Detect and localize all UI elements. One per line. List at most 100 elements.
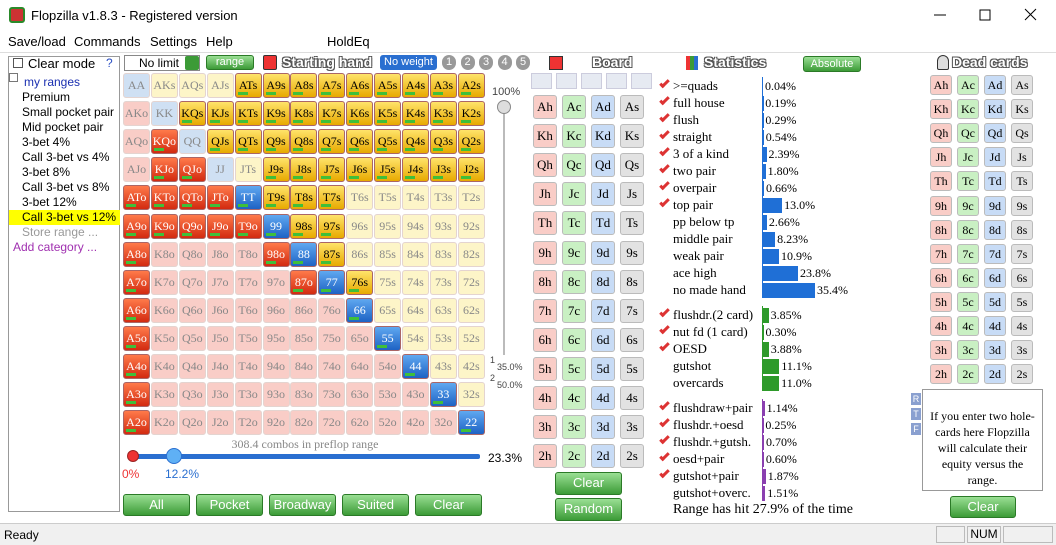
dead-card[interactable]: 6h bbox=[930, 267, 952, 288]
hand-cell[interactable]: 74o bbox=[318, 354, 346, 379]
board-card[interactable]: Ts bbox=[620, 211, 644, 236]
dead-card[interactable]: 5h bbox=[930, 291, 952, 312]
hand-cell[interactable]: 85o bbox=[290, 325, 318, 351]
hand-cell[interactable]: K5o bbox=[150, 325, 178, 351]
hand-cell[interactable]: T3o bbox=[234, 382, 262, 408]
board-card[interactable]: 8s bbox=[620, 269, 644, 294]
dead-card[interactable]: 2c bbox=[957, 364, 979, 385]
hand-cell[interactable]: 62s bbox=[457, 297, 485, 323]
board-card[interactable]: 5h bbox=[533, 356, 557, 381]
hand-cell[interactable]: 93s bbox=[429, 213, 457, 239]
hand-cell[interactable]: 62o bbox=[346, 410, 374, 436]
hand-cell[interactable]: 32s bbox=[457, 382, 485, 408]
board-card[interactable]: Qd bbox=[591, 153, 615, 178]
board-slot[interactable] bbox=[556, 73, 577, 89]
dead-card[interactable]: 6d bbox=[984, 267, 1006, 288]
hand-cell[interactable]: AJs bbox=[206, 73, 234, 98]
hand-cell[interactable]: 63o bbox=[346, 382, 374, 408]
weight-slot[interactable]: 4 bbox=[497, 55, 512, 70]
hand-cell[interactable]: 42o bbox=[402, 410, 429, 436]
dead-clear-button[interactable]: Clear bbox=[950, 496, 1016, 518]
weight-slot[interactable]: 5 bbox=[516, 55, 530, 70]
hand-cell[interactable]: T3s bbox=[429, 185, 457, 211]
hand-cell[interactable]: 82o bbox=[290, 410, 318, 436]
add-category[interactable]: Add category ... bbox=[13, 240, 98, 254]
hand-cell[interactable]: 96s bbox=[346, 213, 374, 239]
hand-cell[interactable]: 73o bbox=[318, 382, 346, 408]
board-card[interactable]: Kd bbox=[591, 124, 615, 149]
grid-button[interactable]: Pocket bbox=[196, 494, 263, 516]
range-item[interactable]: Premium bbox=[22, 90, 71, 104]
hand-cell[interactable]: A9o bbox=[123, 213, 150, 239]
board-card[interactable]: 6s bbox=[620, 327, 644, 352]
side-letter[interactable]: R bbox=[911, 393, 921, 405]
hand-cell[interactable]: 95o bbox=[262, 325, 290, 351]
hand-cell[interactable]: 96o bbox=[262, 297, 290, 323]
hand-cell[interactable]: Q8o bbox=[178, 241, 206, 267]
menu-item[interactable]: Help bbox=[206, 34, 233, 49]
hand-cell[interactable]: T4s bbox=[402, 185, 429, 211]
hand-cell[interactable]: Q7o bbox=[178, 269, 206, 295]
hand-cell[interactable]: 92s bbox=[457, 213, 485, 239]
board-card[interactable]: 9h bbox=[533, 240, 557, 265]
board-card[interactable]: Th bbox=[533, 211, 557, 236]
range-item[interactable]: Mid pocket pair bbox=[22, 120, 104, 134]
store-range[interactable]: Store range ... bbox=[22, 225, 99, 239]
hand-cell[interactable]: A6s bbox=[346, 73, 374, 98]
hand-cell[interactable]: 75s bbox=[374, 269, 402, 295]
menu-item[interactable]: HoldEq bbox=[327, 34, 370, 49]
limit-dropdown[interactable]: No limit bbox=[124, 55, 200, 71]
hand-cell[interactable]: 86s bbox=[346, 241, 374, 267]
board-card[interactable]: 2d bbox=[591, 444, 615, 469]
hand-cell[interactable]: 22 bbox=[457, 410, 485, 436]
board-card[interactable]: 8d bbox=[591, 269, 615, 294]
hand-cell[interactable]: T8o bbox=[234, 241, 262, 267]
hand-cell[interactable]: 63s bbox=[429, 297, 457, 323]
board-slot[interactable] bbox=[531, 73, 552, 89]
hand-cell[interactable]: 84o bbox=[290, 354, 318, 379]
absolute-button[interactable]: Absolute bbox=[803, 56, 861, 72]
board-card[interactable]: 6d bbox=[591, 327, 615, 352]
dead-card[interactable]: 8c bbox=[957, 219, 979, 240]
board-card[interactable]: Ac bbox=[562, 95, 586, 119]
hand-cell[interactable]: A6o bbox=[123, 297, 150, 323]
hand-cell[interactable]: 93o bbox=[262, 382, 290, 408]
dead-card[interactable]: 6s bbox=[1011, 267, 1033, 288]
dead-card[interactable]: As bbox=[1011, 75, 1033, 95]
hand-cell[interactable]: 32o bbox=[429, 410, 457, 436]
dead-card[interactable]: Jh bbox=[930, 147, 952, 168]
maximize[interactable] bbox=[979, 9, 991, 21]
hand-cell[interactable]: 53o bbox=[374, 382, 402, 408]
board-card[interactable]: 6h bbox=[533, 327, 557, 352]
dead-card[interactable]: 7d bbox=[984, 243, 1006, 264]
dead-card[interactable]: 9s bbox=[1011, 195, 1033, 216]
menu-item[interactable]: Commands bbox=[74, 34, 141, 49]
hand-cell[interactable]: AKo bbox=[123, 101, 150, 127]
board-card[interactable]: Jc bbox=[562, 182, 586, 207]
board-card[interactable]: Kh bbox=[533, 124, 557, 149]
grid-button[interactable]: All bbox=[123, 494, 190, 516]
weight-button[interactable]: No weight bbox=[380, 55, 437, 70]
dead-card[interactable]: 9d bbox=[984, 195, 1006, 216]
hand-cell[interactable]: AJo bbox=[123, 157, 150, 183]
hand-cell[interactable]: ATo bbox=[123, 185, 150, 211]
dead-card[interactable]: 4h bbox=[930, 316, 952, 336]
dead-card[interactable]: Td bbox=[984, 171, 1006, 192]
dead-card[interactable]: Th bbox=[930, 171, 952, 192]
hand-cell[interactable]: 72s bbox=[457, 269, 485, 295]
hand-cell[interactable]: K4o bbox=[150, 354, 178, 379]
hand-cell[interactable]: 83s bbox=[429, 241, 457, 267]
dead-card[interactable]: Qh bbox=[930, 123, 952, 144]
dead-card[interactable]: 5c bbox=[957, 291, 979, 312]
hand-cell[interactable]: QJs bbox=[206, 129, 234, 155]
hand-cell[interactable]: JTs bbox=[234, 157, 262, 183]
board-card[interactable]: Ah bbox=[533, 95, 557, 119]
dead-card[interactable]: 4d bbox=[984, 316, 1006, 336]
board-card[interactable]: As bbox=[620, 95, 644, 119]
hand-cell[interactable]: T2o bbox=[234, 410, 262, 436]
grid-button[interactable]: Clear bbox=[415, 494, 482, 516]
hand-cell[interactable]: 52s bbox=[457, 325, 485, 351]
hand-cell[interactable]: QJo bbox=[178, 157, 206, 183]
board-card[interactable]: 5c bbox=[562, 356, 586, 381]
dead-card[interactable]: 2h bbox=[930, 364, 952, 385]
